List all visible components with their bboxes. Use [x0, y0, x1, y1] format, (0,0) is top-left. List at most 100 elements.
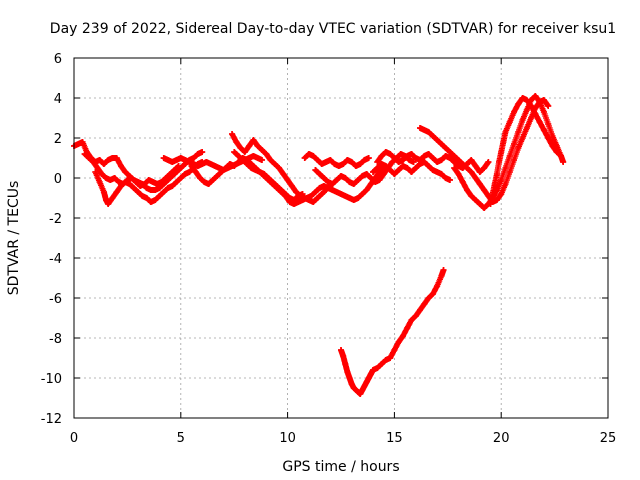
data-point — [412, 165, 419, 171]
data-point — [519, 135, 526, 141]
data-point — [278, 189, 285, 195]
data-point — [256, 169, 263, 175]
series-track-h — [301, 151, 372, 169]
data-point — [338, 347, 344, 353]
data-point — [391, 155, 398, 161]
data-point — [359, 173, 366, 179]
data-point — [241, 149, 248, 155]
data-point — [429, 133, 436, 139]
data-point — [367, 175, 374, 181]
data-point — [395, 339, 402, 345]
data-point — [442, 145, 449, 151]
data-point — [515, 101, 522, 107]
data-point — [331, 161, 338, 167]
y-tick-label: -12 — [41, 412, 62, 427]
data-point — [160, 155, 167, 161]
data-point — [173, 179, 180, 185]
data-point — [237, 145, 244, 151]
data-point — [231, 163, 238, 169]
data-point — [355, 195, 362, 201]
data-point — [160, 189, 167, 195]
data-point — [425, 163, 432, 169]
data-point — [455, 171, 462, 177]
data-point — [107, 177, 114, 183]
data-point — [540, 127, 547, 133]
data-point — [132, 179, 139, 185]
series-track-k — [370, 159, 453, 183]
data-point — [399, 333, 406, 339]
data-point — [327, 157, 334, 163]
data-point — [235, 153, 242, 159]
data-point — [276, 165, 283, 171]
data-point — [344, 157, 351, 163]
data-point — [363, 187, 370, 193]
data-point — [310, 153, 317, 159]
data-point — [506, 153, 513, 159]
data-point — [96, 157, 103, 163]
data-point — [451, 153, 458, 159]
y-axis-label: SDTVAR / TECUs — [6, 181, 22, 296]
data-point — [528, 103, 535, 109]
y-tick-label: -2 — [49, 212, 62, 227]
data-point — [387, 151, 394, 157]
data-point — [158, 179, 165, 185]
data-point — [545, 121, 552, 127]
data-point — [434, 159, 441, 165]
data-point — [438, 273, 445, 279]
data-point — [305, 151, 312, 157]
data-point — [378, 161, 385, 167]
data-point — [498, 191, 505, 197]
data-point — [109, 195, 116, 201]
data-point — [421, 159, 428, 165]
data-point — [348, 381, 355, 387]
data-point — [481, 205, 488, 211]
data-point — [308, 193, 315, 199]
data-point — [316, 185, 323, 191]
data-point — [412, 155, 419, 161]
data-point — [233, 139, 240, 145]
data-point — [150, 179, 157, 185]
data-point — [113, 155, 120, 161]
data-point — [340, 161, 347, 167]
data-point — [105, 157, 112, 163]
data-point — [417, 161, 424, 167]
data-point — [355, 177, 362, 183]
data-point — [434, 137, 441, 143]
y-tick-label: -8 — [49, 332, 62, 347]
data-point — [342, 193, 349, 199]
data-point — [216, 165, 223, 171]
data-point — [244, 161, 251, 167]
data-point — [282, 193, 289, 199]
data-point — [320, 175, 327, 181]
data-point — [506, 119, 513, 125]
data-point — [472, 197, 479, 203]
data-point — [218, 169, 225, 175]
x-tick-label: 10 — [279, 431, 296, 446]
data-point — [192, 169, 199, 175]
data-point — [293, 189, 300, 195]
chart-title: Day 239 of 2022, Sidereal Day-to-day VTE… — [50, 21, 616, 37]
series-track-m — [451, 93, 567, 211]
y-tick-label: -10 — [41, 372, 62, 387]
data-point — [421, 127, 428, 133]
data-point — [387, 355, 394, 361]
data-point — [357, 391, 364, 397]
data-point — [455, 163, 462, 169]
data-point — [382, 163, 389, 169]
data-point — [404, 153, 411, 159]
y-tick-label: 6 — [54, 52, 62, 67]
data-point — [464, 187, 471, 193]
data-point — [382, 149, 389, 155]
data-point — [515, 129, 522, 135]
data-point — [481, 187, 488, 193]
data-point — [173, 157, 180, 163]
data-point — [395, 167, 402, 173]
data-point — [94, 165, 101, 171]
data-point — [346, 195, 353, 201]
data-point — [318, 161, 325, 167]
x-tick-label: 5 — [177, 431, 185, 446]
x-tick-label: 20 — [493, 431, 510, 446]
data-point — [175, 163, 182, 169]
data-point — [528, 115, 535, 121]
data-point — [511, 157, 518, 163]
